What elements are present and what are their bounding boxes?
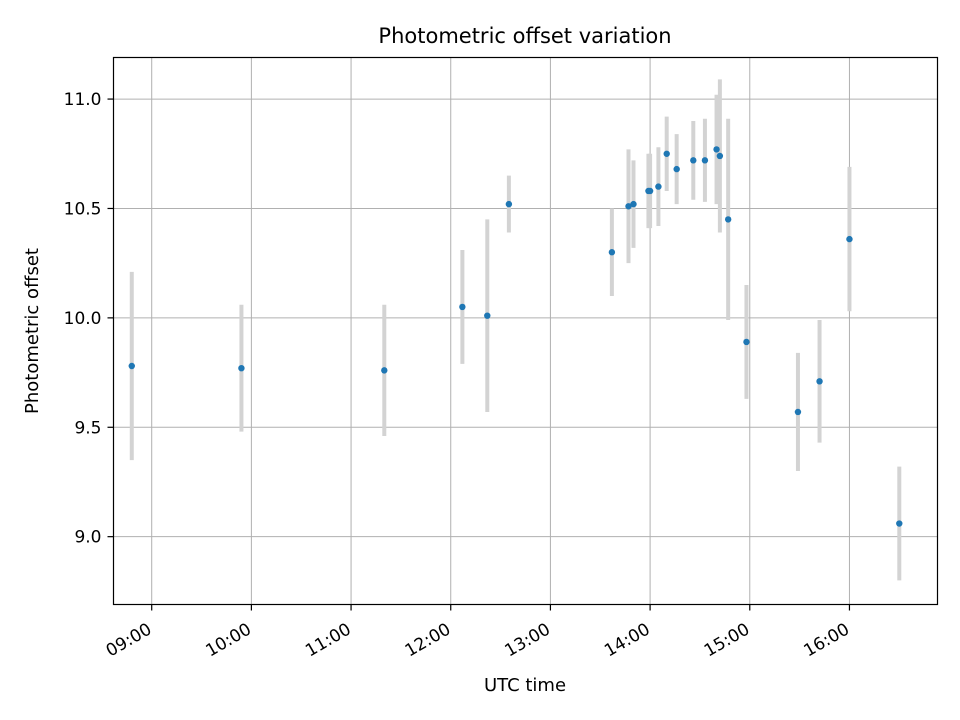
data-point — [646, 187, 654, 195]
data-point — [713, 146, 720, 153]
data-point — [608, 249, 616, 256]
x-tick-label: 11:00 — [302, 620, 354, 662]
y-gridlines — [113, 98, 938, 538]
data-point — [630, 200, 637, 208]
data-point — [896, 520, 903, 527]
data-point — [381, 367, 388, 374]
x-gridlines — [151, 57, 850, 605]
y-tick-label: 10.0 — [64, 309, 102, 329]
error-bars — [129, 79, 902, 581]
data-point — [743, 338, 750, 346]
data-point — [663, 150, 670, 157]
data-point — [690, 157, 697, 164]
data-point — [128, 362, 135, 370]
x-tick-label: 13:00 — [501, 620, 553, 662]
y-tick-label: 9.5 — [74, 418, 101, 438]
x-tick-label: 10:00 — [202, 620, 254, 662]
data-point — [505, 200, 513, 208]
data-point — [459, 303, 466, 311]
x-tick-label: 16:00 — [801, 620, 853, 662]
y-tick-label: 9.0 — [74, 528, 101, 548]
data-point — [673, 165, 680, 173]
data-point — [816, 378, 823, 385]
data-point — [238, 364, 245, 372]
data-point — [794, 408, 802, 416]
x-axis-label: UTC time — [484, 675, 566, 696]
data-point — [724, 216, 732, 223]
data-points — [128, 146, 903, 527]
data-point — [625, 203, 632, 210]
x-tick-label: 15:00 — [701, 620, 753, 662]
chart-title: Photometric offset variation — [378, 24, 671, 48]
y-axis-label: Photometric offset — [22, 248, 43, 414]
y-tick-label: 11.0 — [64, 90, 102, 110]
data-point — [846, 235, 853, 243]
plot-frame — [112, 56, 939, 606]
data-point — [716, 152, 724, 160]
x-tick-label: 12:00 — [402, 620, 454, 662]
x-tick-label: 09:00 — [103, 620, 155, 662]
data-point — [655, 183, 662, 190]
y-axis-ticks: 9.0 9.5 10.0 10.5 11.0 — [64, 90, 114, 548]
data-point — [484, 312, 491, 319]
data-point — [701, 157, 709, 164]
x-tick-label: 14:00 — [601, 620, 653, 662]
x-axis-ticks: 09:00 10:00 11:00 12:00 13:00 14:00 15:00 16:00 — [103, 604, 853, 662]
y-tick-label: 10.5 — [64, 199, 102, 219]
